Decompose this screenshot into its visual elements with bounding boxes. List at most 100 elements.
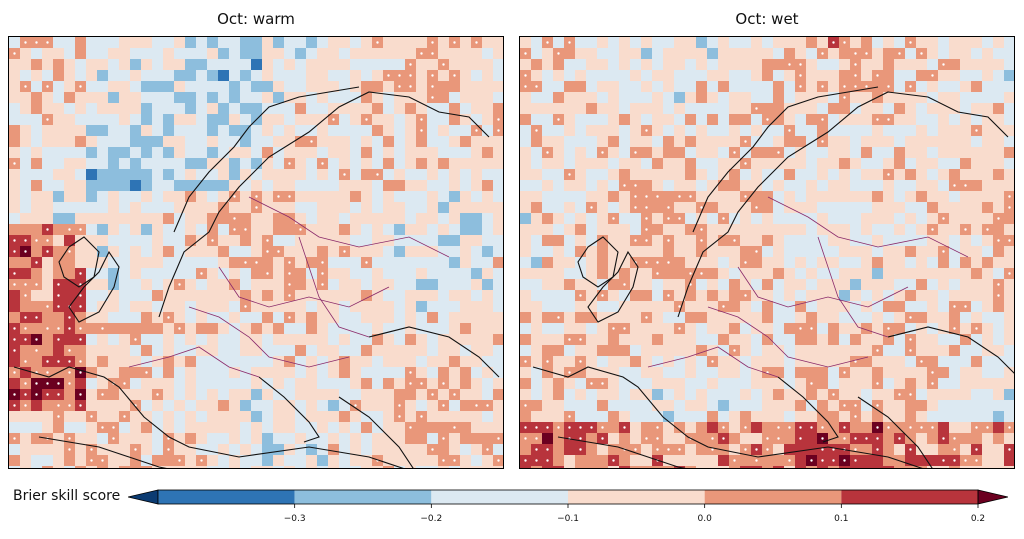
grid-cell (564, 103, 575, 114)
grid-cell (641, 169, 652, 180)
grid-cell (372, 125, 383, 136)
grid-cell (696, 378, 707, 389)
grid-cell (1004, 147, 1014, 158)
grid-cell (652, 202, 663, 213)
grid-cell (806, 411, 817, 422)
grid-cell (196, 400, 207, 411)
grid-cell (427, 400, 438, 411)
significance-dot (546, 41, 549, 44)
grid-cell (630, 367, 641, 378)
grid-cell (339, 312, 350, 323)
grid-cell (174, 147, 185, 158)
grid-cell (553, 202, 564, 213)
grid-cell (905, 136, 916, 147)
grid-cell (817, 290, 828, 301)
grid-cell (20, 466, 31, 468)
grid-cell (1004, 334, 1014, 345)
significance-dot (178, 283, 181, 286)
significance-dot (90, 448, 93, 451)
grid-cell (674, 103, 685, 114)
grid-cell (949, 235, 960, 246)
grid-cell (350, 389, 361, 400)
grid-cell (152, 235, 163, 246)
grid-cell (817, 92, 828, 103)
grid-cell (339, 224, 350, 235)
grid-cell (317, 136, 328, 147)
grid-cell (949, 356, 960, 367)
grid-cell (141, 235, 152, 246)
significance-dot (854, 437, 857, 440)
grid-cell (828, 180, 839, 191)
grid-cell (927, 103, 938, 114)
grid-cell (938, 466, 949, 468)
grid-cell (405, 411, 416, 422)
grid-cell (405, 312, 416, 323)
grid-cell (982, 334, 993, 345)
grid-cell (762, 378, 773, 389)
grid-cell (553, 213, 564, 224)
grid-cell (773, 235, 784, 246)
grid-cell (520, 279, 531, 290)
grid-cell (828, 224, 839, 235)
grid-cell (773, 466, 784, 468)
grid-cell (141, 466, 152, 468)
significance-dot (667, 206, 670, 209)
grid-cell (339, 301, 350, 312)
grid-cell (861, 323, 872, 334)
significance-dot (68, 349, 71, 352)
grid-cell (597, 37, 608, 48)
grid-cell (339, 136, 350, 147)
grid-cell (493, 323, 503, 334)
grid-cell (872, 37, 883, 48)
significance-dot (799, 74, 802, 77)
grid-cell (729, 433, 740, 444)
grid-cell (372, 323, 383, 334)
grid-cell (75, 169, 86, 180)
grid-cell (42, 400, 53, 411)
grid-cell (350, 367, 361, 378)
grid-cell (317, 290, 328, 301)
grid-cell (916, 268, 927, 279)
grid-cell (229, 367, 240, 378)
grid-cell (905, 367, 916, 378)
grid-cell (608, 169, 619, 180)
grid-cell (674, 290, 685, 301)
grid-cell (674, 400, 685, 411)
significance-dot (524, 426, 527, 429)
grid-cell (553, 147, 564, 158)
grid-cell (542, 202, 553, 213)
grid-cell (938, 444, 949, 455)
grid-cell (740, 455, 751, 466)
grid-cell (185, 37, 196, 48)
grid-cell (949, 422, 960, 433)
grid-cell (619, 103, 630, 114)
grid-cell (317, 323, 328, 334)
grid-cell (883, 356, 894, 367)
grid-cell (482, 81, 493, 92)
grid-cell (784, 367, 795, 378)
grid-cell (718, 268, 729, 279)
grid-cell (740, 246, 751, 257)
grid-cell (641, 356, 652, 367)
grid-cell (927, 169, 938, 180)
significance-dot (79, 327, 82, 330)
grid-cell (449, 136, 460, 147)
grid-cell (839, 246, 850, 257)
grid-cell (427, 334, 438, 345)
significance-dot (57, 294, 60, 297)
grid-cell (905, 92, 916, 103)
significance-dot (277, 250, 280, 253)
grid-cell (630, 400, 641, 411)
significance-dot (843, 459, 846, 462)
grid-cell (1004, 301, 1014, 312)
grid-cell (405, 169, 416, 180)
grid-cell (861, 290, 872, 301)
grid-cell (960, 334, 971, 345)
grid-cell (295, 246, 306, 257)
grid-cell (97, 312, 108, 323)
grid-cell (251, 444, 262, 455)
significance-dot (744, 140, 747, 143)
grid-cell (295, 345, 306, 356)
grid-cell (284, 411, 295, 422)
grid-cell (894, 345, 905, 356)
